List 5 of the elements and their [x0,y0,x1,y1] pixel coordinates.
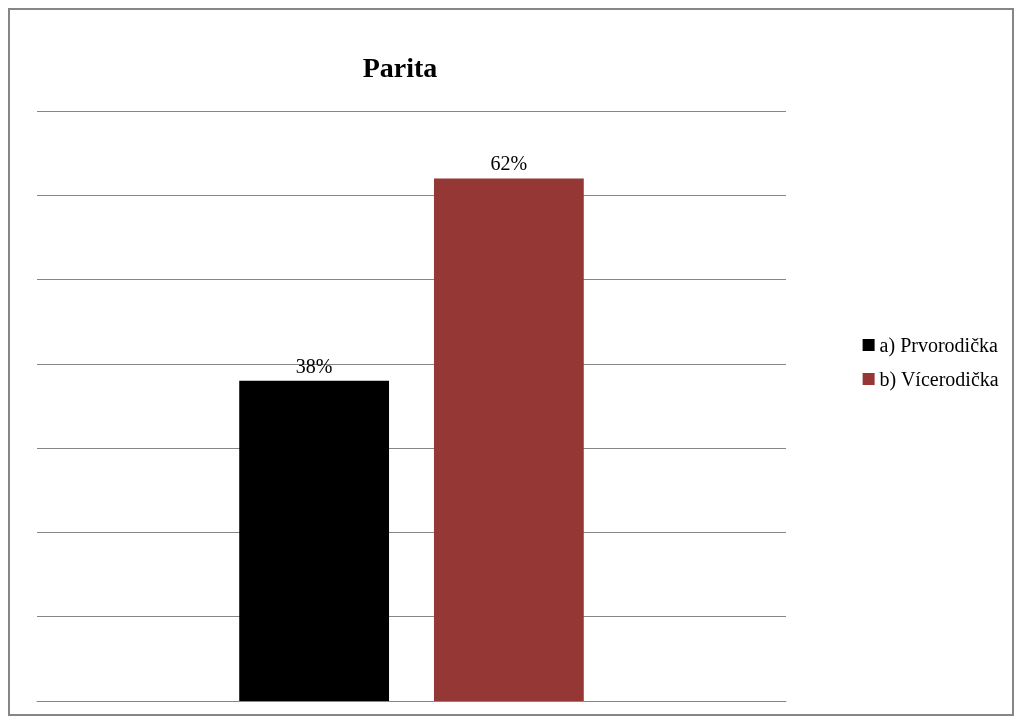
legend-label: a) Prvorodička [879,334,999,357]
data-label: 62% [490,152,528,175]
chart-title: Parita [362,51,438,83]
legend-label: b) Vícerodička [879,368,999,391]
data-label: 38% [295,354,333,377]
